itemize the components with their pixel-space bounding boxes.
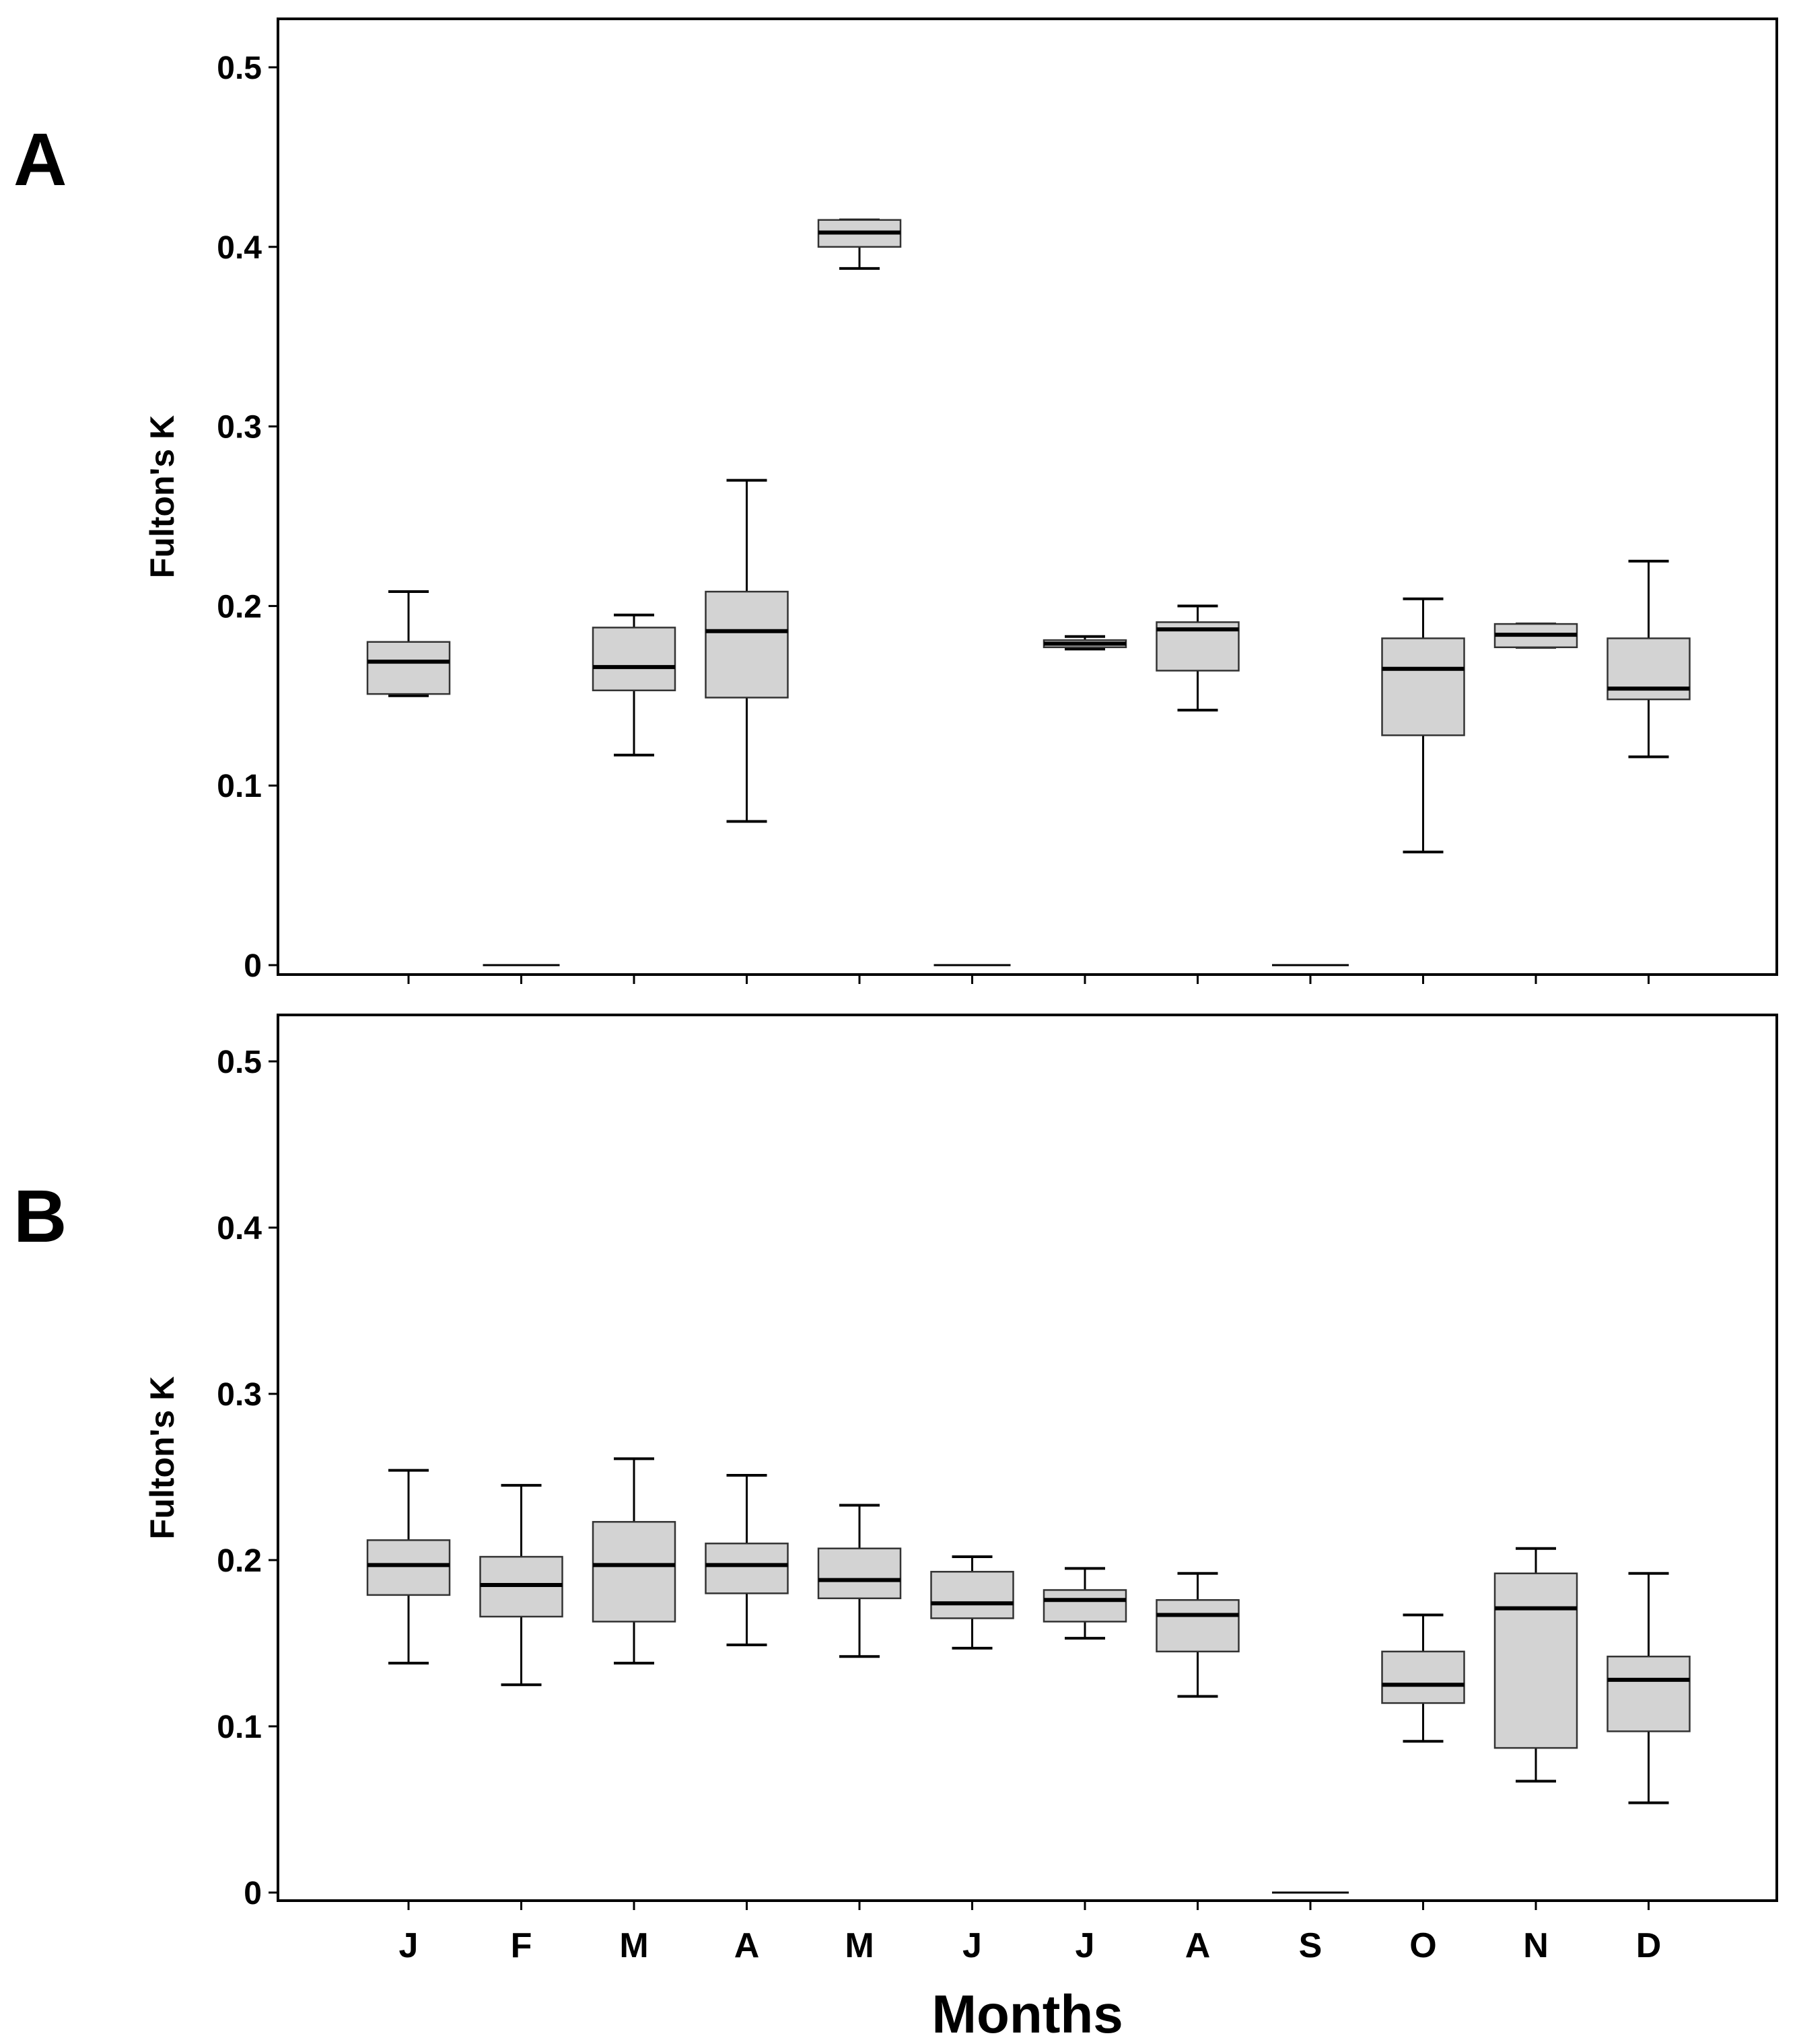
box-J (366, 590, 451, 697)
box-A (1156, 1572, 1240, 1698)
x-tick-label: J (962, 1926, 982, 1965)
y-tick-label: 0.4 (217, 1211, 262, 1246)
panel-B: B Fulton's K 0 0.1 0.2 0.3 0.4 0.5 J F M A M J J A S O N D M… (13, 1014, 1778, 2044)
x-tick-label: O (1409, 1926, 1436, 1965)
plot-frame (277, 17, 1778, 976)
box-D (1607, 1572, 1691, 1804)
box-A (1156, 604, 1240, 712)
x-tick-label: F (511, 1926, 532, 1965)
box-N (1493, 1547, 1578, 1783)
x-tick-label: N (1523, 1926, 1549, 1965)
x-tick-label: J (399, 1926, 419, 1965)
iqr-box (1043, 1589, 1127, 1623)
box-N (1493, 623, 1578, 649)
iqr-box (592, 627, 676, 692)
y-tick-label: 0.1 (217, 1710, 262, 1745)
box-F (479, 1483, 563, 1687)
x-tick-label: S (1299, 1926, 1323, 1965)
box-J (930, 1555, 1014, 1650)
iqr-box (817, 1547, 902, 1600)
box-J (366, 1469, 451, 1665)
box-D (1607, 559, 1691, 759)
panel-A: A Fulton's K 0 0.1 0.2 0.3 0.4 0.5 (13, 17, 1778, 984)
x-tick-label: D (1636, 1926, 1662, 1965)
iqr-box (1381, 1650, 1465, 1704)
y-axis-title: Fulton's K (143, 1376, 181, 1539)
box-O (1381, 597, 1465, 853)
y-tick-label: 0.2 (217, 589, 262, 625)
iqr-box (1156, 1599, 1240, 1653)
x-tick-label: M (845, 1926, 874, 1965)
iqr-box (366, 1539, 451, 1596)
box-M (817, 218, 902, 270)
x-tick-label: M (619, 1926, 648, 1965)
box-J (1043, 635, 1127, 651)
box-A (705, 1474, 789, 1646)
iqr-box (592, 1520, 676, 1623)
y-tick-label: 0.5 (217, 50, 262, 86)
y-tick-label: 0.1 (217, 769, 262, 804)
iqr-box (930, 1571, 1014, 1619)
x-tick-label: A (734, 1926, 760, 1965)
y-tick-label: 0.2 (217, 1543, 262, 1579)
y-tick-label: 0.4 (217, 230, 262, 266)
box-M (592, 613, 676, 756)
box-M (817, 1504, 902, 1658)
x-axis-title: Months (931, 1984, 1123, 2044)
iqr-box (1607, 1656, 1691, 1732)
x-tick-label: A (1185, 1926, 1211, 1965)
box-O (1381, 1613, 1465, 1743)
iqr-box (1381, 637, 1465, 736)
iqr-box (366, 641, 451, 695)
y-tick-label: 0 (244, 1876, 262, 1911)
plot-frame (277, 1014, 1778, 1902)
panel-letter: B (13, 1175, 67, 1258)
iqr-box (1493, 1572, 1578, 1749)
y-tick-label: 0.3 (217, 1377, 262, 1413)
box-M (592, 1457, 676, 1665)
x-tick-label: J (1076, 1926, 1095, 1965)
y-tick-label: 0.3 (217, 410, 262, 446)
iqr-box (705, 590, 789, 699)
y-tick-label: 0.5 (217, 1045, 262, 1080)
y-tick-label: 0 (244, 948, 262, 984)
panel-letter: A (13, 118, 67, 201)
box-J (1043, 1567, 1127, 1640)
iqr-box (705, 1543, 789, 1594)
y-axis-title: Fulton's K (143, 415, 181, 578)
box-A (705, 479, 789, 823)
